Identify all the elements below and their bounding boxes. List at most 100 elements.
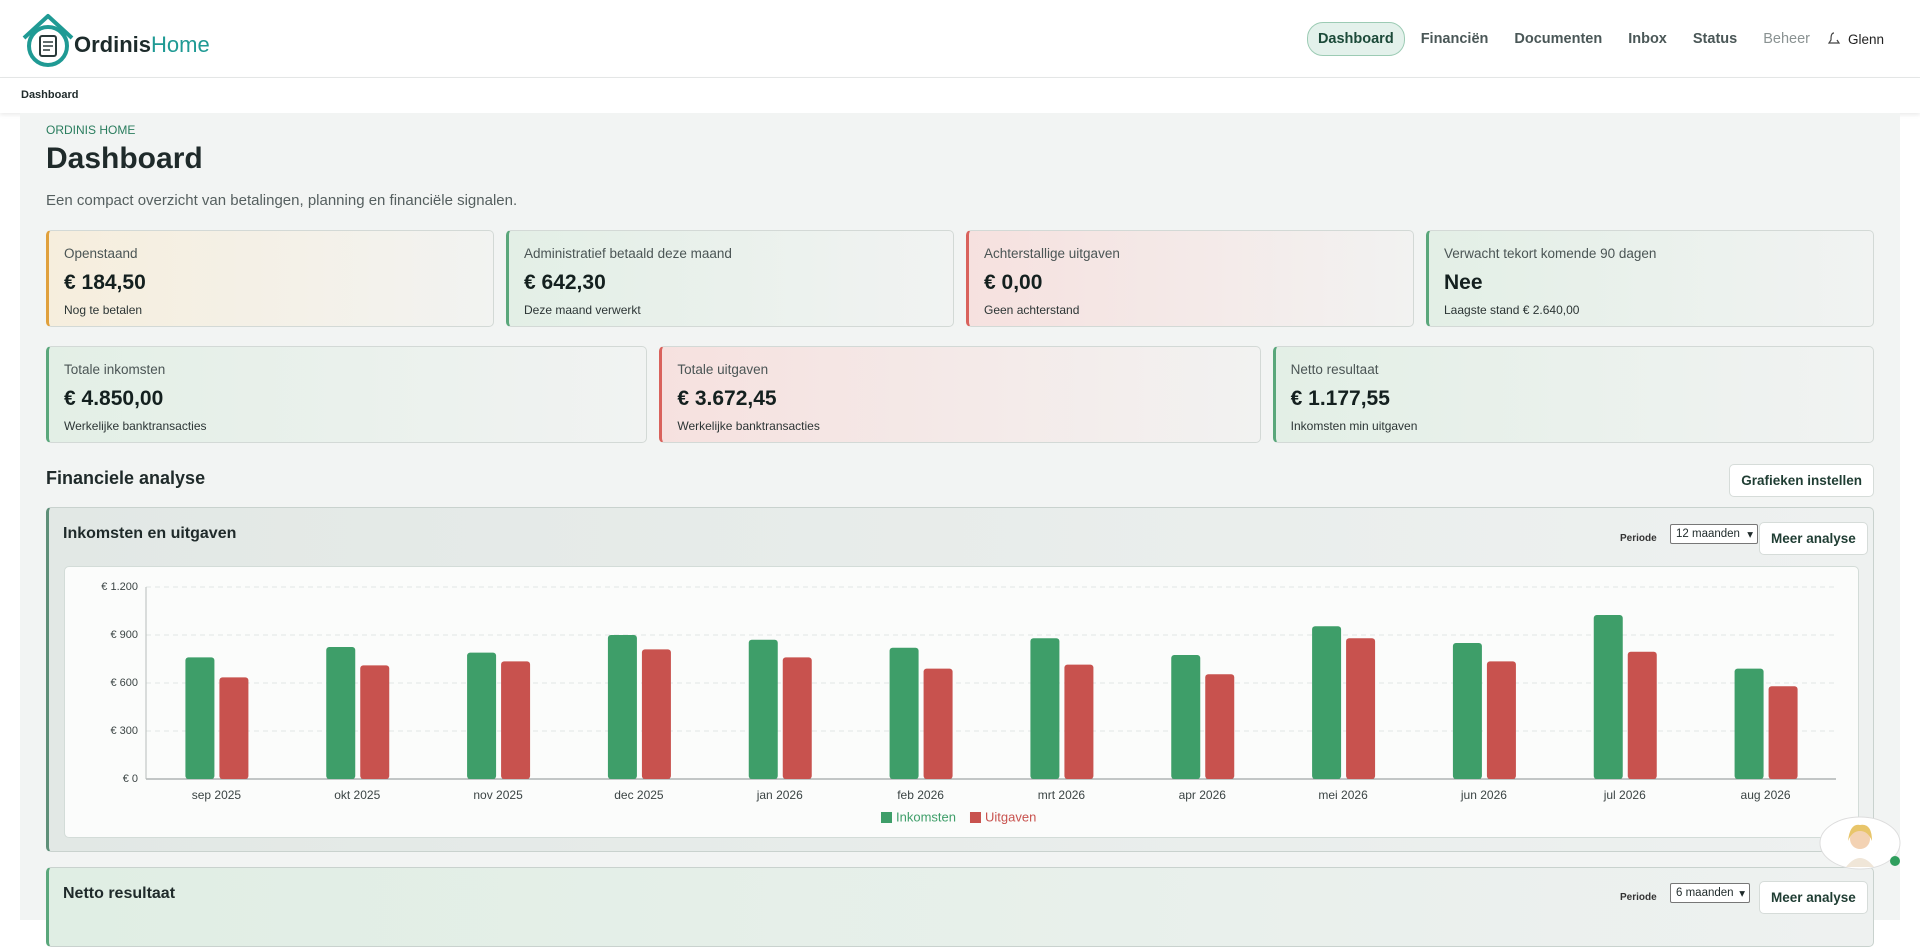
bar bbox=[1452, 643, 1482, 779]
y-tick-label: € 900 bbox=[110, 629, 138, 641]
x-tick-label: jul 2026 bbox=[1603, 788, 1646, 802]
bar bbox=[326, 647, 356, 779]
bar bbox=[923, 668, 953, 779]
bar bbox=[889, 647, 919, 779]
x-tick-label: jun 2026 bbox=[1460, 788, 1507, 802]
kpi-note: Deze maand verwerkt bbox=[524, 303, 641, 317]
bar bbox=[641, 649, 671, 779]
bar bbox=[1312, 626, 1342, 779]
x-tick-label: feb 2026 bbox=[897, 788, 944, 802]
nav: Dashboard Financiën Documenten Inbox Sta… bbox=[1306, 22, 1884, 56]
page: Dashboard {"brand": {"name": "Ordinis", … bbox=[0, 0, 1920, 920]
nav-item[interactable]: Dashboard bbox=[1306, 22, 1405, 56]
kpi-note: Geen achterstand bbox=[984, 303, 1080, 317]
legend-swatch bbox=[969, 812, 981, 823]
bar bbox=[360, 665, 390, 779]
legend-label: Inkomsten bbox=[896, 809, 956, 824]
brand-name: Ordinis bbox=[74, 32, 152, 57]
kpi-value: € 0,00 bbox=[984, 271, 1043, 294]
kpi-note: Inkomsten min uitgaven bbox=[1290, 419, 1418, 433]
period-select[interactable]: 12 maanden bbox=[1670, 524, 1758, 544]
bar bbox=[1486, 661, 1516, 779]
brand-accent: Home bbox=[151, 32, 210, 57]
card-title: Inkomsten en uitgaven bbox=[63, 525, 237, 542]
kpi-value: € 3.672,45 bbox=[677, 387, 777, 410]
chart: € 0 € 300 € 600 € 900 € 1.200 sep 2025 okt 202… bbox=[101, 581, 1836, 824]
assistant-avatar[interactable] bbox=[1818, 815, 1904, 871]
nav-item[interactable]: Documenten bbox=[1514, 31, 1603, 47]
kpi-card: Verwacht tekort komende 90 dagen Nee Laags… bbox=[1426, 230, 1874, 327]
nav-item[interactable]: Financiën bbox=[1420, 31, 1489, 47]
body: OrdinisHome Dashboard Financiën Document… bbox=[0, 0, 1920, 920]
chart-card: Inkomsten en uitgaven Periode 12 maanden… bbox=[46, 507, 1874, 852]
kpi-label: Achterstallige uitgaven bbox=[984, 246, 1120, 261]
bar bbox=[219, 677, 249, 779]
kpi-note: Werkelijke banktransacties bbox=[677, 419, 820, 433]
bell-icon[interactable] bbox=[1826, 31, 1842, 47]
bar bbox=[607, 635, 637, 779]
x-tick-label: mei 2026 bbox=[1318, 788, 1368, 802]
kpi-value: € 642,30 bbox=[524, 271, 606, 294]
netto-card: Netto resultaat Periode 6 maanden Meer a… bbox=[46, 867, 1874, 947]
kpi-note: Nog te betalen bbox=[64, 303, 143, 317]
bar bbox=[1734, 668, 1764, 779]
card-title: Netto resultaat bbox=[63, 885, 176, 902]
bar bbox=[1030, 638, 1060, 779]
settings-button[interactable]: Grafieken instellen bbox=[1729, 464, 1874, 497]
nav-item[interactable]: Inbox bbox=[1628, 31, 1667, 47]
bar bbox=[1346, 638, 1376, 779]
bar bbox=[1171, 655, 1201, 779]
kpi-card: Netto resultaat € 1.177,55 Inkomsten min u… bbox=[1272, 346, 1874, 443]
period-label: Periode bbox=[1620, 892, 1657, 903]
bar bbox=[1593, 615, 1623, 779]
bar bbox=[185, 657, 215, 779]
y-tick-label: € 600 bbox=[110, 677, 138, 689]
y-tick-label: € 0 bbox=[123, 773, 138, 785]
kpi-label: Totale inkomsten bbox=[64, 362, 166, 377]
bar bbox=[782, 657, 812, 779]
period-label: Periode bbox=[1620, 533, 1657, 544]
kpi-card: Openstaand € 184,50 Nog te betalen bbox=[46, 230, 494, 327]
x-tick-label: apr 2026 bbox=[1179, 788, 1227, 802]
x-tick-label: jan 2026 bbox=[756, 788, 803, 802]
header: OrdinisHome Dashboard Financiën Document… bbox=[0, 0, 1920, 78]
kpi-card: Totale inkomsten € 4.850,00 Werkelijke ban… bbox=[46, 346, 648, 443]
kpi-value: € 1.177,55 bbox=[1290, 387, 1390, 410]
nav-item[interactable]: Beheer bbox=[1763, 31, 1810, 47]
kpi-label: Openstaand bbox=[64, 246, 138, 261]
kpi-card: Totale uitgaven € 3.672,45 Werkelijke bank… bbox=[659, 346, 1261, 443]
x-tick-label: aug 2026 bbox=[1741, 788, 1791, 802]
analysis-button[interactable]: Meer analyse bbox=[1759, 881, 1868, 914]
kpi-label: Verwacht tekort komende 90 dagen bbox=[1444, 246, 1657, 261]
analysis-button[interactable]: Meer analyse bbox=[1759, 522, 1868, 555]
bar bbox=[501, 661, 531, 779]
x-tick-label: dec 2025 bbox=[614, 788, 664, 802]
period-select[interactable]: 6 maanden bbox=[1670, 883, 1750, 903]
kpi-value: € 184,50 bbox=[64, 271, 146, 294]
user-name[interactable]: Glenn bbox=[1847, 31, 1884, 47]
logo bbox=[22, 14, 74, 67]
section-title: Financiele analyse bbox=[46, 468, 206, 488]
bar bbox=[1768, 686, 1798, 779]
plot-box: € 0 € 300 € 600 € 900 € 1.200 sep 2025 okt 202… bbox=[64, 566, 1859, 838]
kpi-label: Totale uitgaven bbox=[677, 362, 769, 377]
y-tick-label: € 1.200 bbox=[101, 581, 138, 593]
bar bbox=[1064, 664, 1094, 779]
bar bbox=[748, 639, 778, 779]
bar bbox=[467, 652, 497, 779]
nav-item[interactable]: Status bbox=[1692, 31, 1738, 47]
breadcrumb[interactable]: Dashboard bbox=[21, 89, 79, 101]
legend-swatch bbox=[881, 812, 892, 823]
kpi-note: Laagste stand € 2.640,00 bbox=[1444, 303, 1580, 317]
kpi-card: Administratief betaald deze maand € 642,3… bbox=[506, 230, 954, 327]
bar bbox=[1205, 674, 1235, 779]
breadcrumb-bar bbox=[0, 78, 1920, 113]
kpi-value: € 4.850,00 bbox=[64, 387, 164, 410]
x-tick-label: okt 2025 bbox=[334, 788, 380, 802]
eyebrow: ORDINIS HOME bbox=[46, 123, 136, 137]
legend-label: Uitgaven bbox=[985, 809, 1036, 824]
x-tick-label: sep 2025 bbox=[192, 788, 242, 802]
brand: OrdinisHome bbox=[74, 32, 210, 58]
bar bbox=[1627, 651, 1657, 779]
kpi-label: Administratief betaald deze maand bbox=[524, 246, 732, 261]
